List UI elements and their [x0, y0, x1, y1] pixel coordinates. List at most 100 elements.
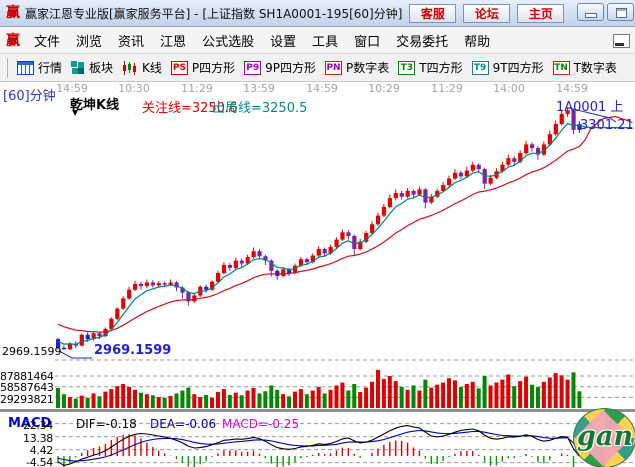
annotations — [58, 107, 617, 359]
ma-fast-line — [57, 122, 633, 346]
low-annotation-line — [58, 350, 92, 359]
time-axis-label: 14:59 — [306, 82, 338, 95]
dif-value-label: DIF=-0.18 — [76, 417, 137, 431]
menu-item-江恩[interactable]: 江恩 — [160, 34, 187, 50]
time-axis-label: 11:29 — [431, 82, 463, 95]
dropdown-arrow-icon[interactable]: ▼ — [72, 108, 79, 117]
dea-line — [57, 429, 580, 462]
ma-slow-line — [57, 115, 633, 333]
toolbar-item-9T四方形[interactable]: T9 9T四方形 — [471, 59, 544, 76]
kline-style-selector[interactable]: 乾坤K线 — [70, 98, 120, 113]
menu-item-公式选股[interactable]: 公式选股 — [202, 34, 255, 50]
toolbar: 行情 板块 K线 PS P四方形 P9 9P四方形 PN P数字表 T3 T四方形 T9 9T四方形 TN… — [0, 54, 635, 82]
menu-item-文件[interactable]: 文件 — [34, 34, 61, 50]
titlebar-button-论坛[interactable]: 论坛 — [463, 4, 511, 23]
window-title: 赢家江恩专业版[赢家服务平台] - [上证指数 SH1A0001-195[60]… — [25, 6, 403, 21]
window-controls — [577, 3, 634, 21]
time-axis-label: 14:59 — [556, 82, 588, 95]
low-price-annotation: 2969.1599 — [94, 343, 172, 358]
low-price-axis-label: 2969.1599 — [2, 345, 62, 358]
macd-pane — [57, 425, 581, 467]
toolbar-label: P数字表 — [346, 61, 390, 75]
time-axis-label: 14:59 — [56, 82, 88, 95]
macd-scale-label: 4.42 — [29, 444, 54, 457]
titlebar-button-客服[interactable]: 客服 — [409, 4, 457, 23]
peak-price-label: 3301.21 — [580, 118, 634, 133]
titlebar-quick-buttons: 客服 论坛 主页 — [402, 3, 565, 23]
macd-scale-label: 22.34 — [23, 419, 53, 432]
toolbar-label: K线 — [142, 61, 162, 75]
kline-icon — [123, 60, 137, 75]
candlestick-pane — [56, 108, 633, 351]
toolbar-item-P四方形[interactable]: PS P四方形 — [170, 59, 236, 76]
exit-line-label: 出局线=3250.5 — [212, 101, 308, 116]
macd-value-label: MACD=-0.25 — [222, 417, 300, 431]
menu-item-帮助[interactable]: 帮助 — [464, 34, 491, 50]
toolbar-badge-P9-icon: P9 — [244, 60, 262, 75]
time-axis-label: 10:30 — [118, 82, 150, 95]
toolbar-label: P四方形 — [191, 61, 236, 75]
minimize-button[interactable] — [577, 3, 604, 21]
period-label: [60]分钟 — [3, 89, 56, 104]
toolbar-item-行情[interactable]: 行情 — [17, 59, 62, 76]
macd-scale-label: -4.54 — [26, 456, 53, 467]
dif-line — [57, 425, 580, 466]
toolbar-label: T四方形 — [419, 61, 463, 75]
toolbar-label: 行情 — [38, 61, 63, 75]
volume-scale-label: 29293821 — [0, 393, 54, 406]
quote-grid-icon — [17, 60, 34, 75]
gann-logo-text: gann — [577, 421, 635, 452]
time-axis-label: 13:59 — [243, 82, 275, 95]
pane-separator — [0, 409, 635, 412]
macd-pane-label: MACD — [8, 416, 52, 431]
toolbar-label: T数字表 — [573, 61, 617, 75]
attention-line-label: 关注线=3250.6 — [142, 101, 238, 116]
toolbar-item-9P四方形[interactable]: P9 9P四方形 — [244, 59, 316, 76]
time-axis-label: 11:29 — [181, 82, 213, 95]
candlestick-chart[interactable] — [0, 82, 635, 467]
restore-button[interactable] — [607, 3, 634, 21]
toolbar-item-板块[interactable]: 板块 — [71, 59, 113, 76]
titlebar-button-主页[interactable]: 主页 — [517, 4, 565, 23]
menu-item-窗口[interactable]: 窗口 — [354, 34, 381, 50]
sector-blocks-icon — [71, 61, 85, 74]
toolbar-badge-T9-icon: T9 — [471, 60, 489, 75]
dea-value-label: DEA=-0.06 — [150, 417, 217, 431]
menu-item-工具[interactable]: 工具 — [312, 34, 339, 50]
volume-scale-label: 87881464 — [0, 370, 54, 383]
toolbar-label: 9T四方形 — [492, 61, 544, 75]
menu-bar: 赢 文件 浏览 资讯 江恩 公式选股 设置 工具 窗口 交易委托 帮助 — [0, 27, 635, 54]
volume-scale-label: 58587643 — [0, 381, 54, 394]
toolbar-separator — [4, 57, 8, 78]
chart-region[interactable]: [60]分钟 乾坤K线 ▼ 关注线=3250.6 出局线=3250.5 1A00… — [0, 82, 635, 467]
menu-item-浏览[interactable]: 浏览 — [76, 34, 103, 50]
gann-logo: gann — [573, 408, 635, 467]
toolbar-item-P数字表[interactable]: PN P数字表 — [325, 59, 389, 76]
minimize-icon — [585, 13, 597, 18]
title-bar: 赢 赢家江恩专业版[赢家服务平台] - [上证指数 SH1A0001-195[6… — [0, 0, 635, 27]
toolbar-item-K线[interactable]: K线 — [122, 59, 162, 76]
toolbar-item-T四方形[interactable]: T3 T四方形 — [398, 59, 463, 76]
time-axis-label: 10:29 — [368, 82, 400, 95]
volume-pane — [56, 369, 582, 408]
menu-item-设置[interactable]: 设置 — [270, 34, 297, 50]
symbol-label: 1A0001 上 — [556, 100, 624, 115]
time-axis-label: 14:00 — [493, 82, 525, 95]
child-window-restore-icon[interactable] — [613, 34, 630, 48]
restore-icon — [616, 8, 627, 18]
app-logo-icon: 赢 — [6, 5, 20, 21]
menu-items: 文件 浏览 资讯 江恩 公式选股 设置 工具 窗口 交易委托 帮助 — [26, 31, 498, 50]
toolbar-label: 板块 — [89, 61, 114, 75]
menu-item-资讯[interactable]: 资讯 — [118, 34, 145, 50]
macd-scale-label: 13.38 — [23, 432, 53, 445]
toolbar-badge-TN-icon: TN — [552, 60, 570, 75]
toolbar-item-T数字表[interactable]: TN T数字表 — [552, 59, 617, 76]
peak-annotation-line — [567, 107, 617, 123]
app-logo-small-icon: 赢 — [6, 33, 20, 49]
menu-item-交易委托[interactable]: 交易委托 — [396, 34, 449, 50]
toolbar-label: 9P四方形 — [265, 61, 317, 75]
toolbar-badge-PS-icon: PS — [170, 60, 188, 75]
toolbar-badge-PN-icon: PN — [325, 60, 343, 75]
toolbar-badge-T3-icon: T3 — [398, 60, 416, 75]
